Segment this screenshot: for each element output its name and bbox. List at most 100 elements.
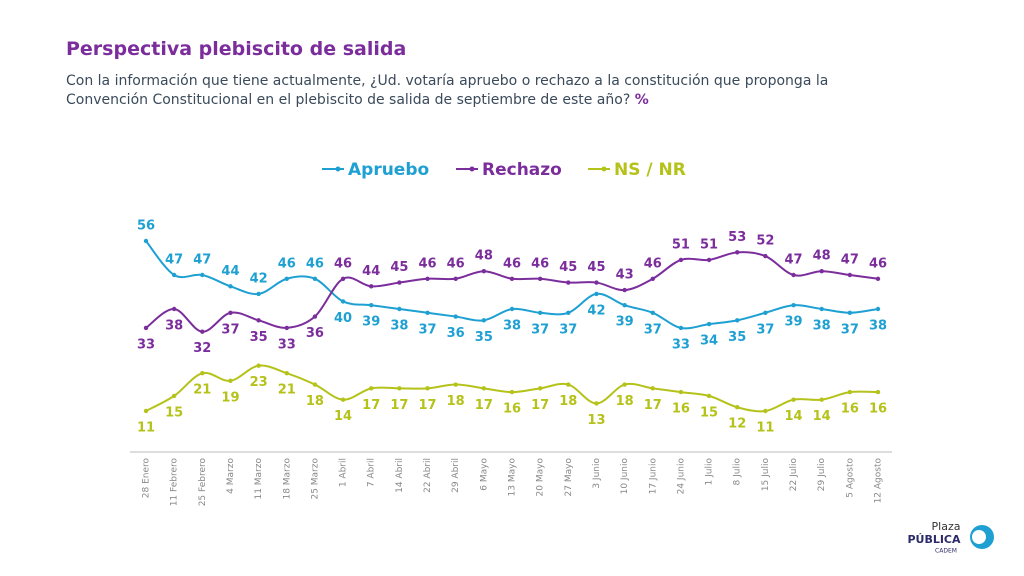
- point: [425, 276, 430, 281]
- point: [763, 310, 768, 315]
- point: [791, 397, 796, 402]
- value-label: 16: [841, 402, 859, 417]
- point: [819, 306, 824, 312]
- point: [706, 257, 712, 263]
- value-label: 45: [559, 260, 577, 275]
- legend-item: NS / NR: [588, 160, 686, 180]
- value-label: 33: [137, 337, 155, 352]
- x-tick-label: 10 Junio: [620, 458, 630, 495]
- value-label: 45: [390, 260, 408, 275]
- legend-dot: [335, 166, 341, 172]
- x-tick-label: 22 Julio: [789, 458, 799, 492]
- point: [594, 291, 599, 297]
- chart-title: Perspectiva plebiscito de salida: [66, 38, 407, 60]
- value-label: 47: [193, 253, 211, 268]
- value-label: 18: [559, 394, 577, 409]
- value-label: 37: [531, 322, 549, 337]
- x-tick-label: 11 Marzo: [254, 458, 264, 500]
- value-label: 42: [587, 303, 605, 318]
- point: [340, 276, 346, 281]
- point: [256, 291, 261, 297]
- point: [397, 386, 402, 391]
- legend-item: Rechazo: [456, 160, 562, 180]
- point: [481, 318, 487, 323]
- point: [312, 314, 318, 319]
- point: [875, 306, 881, 312]
- x-tick-label: 11 Febrero: [170, 458, 180, 507]
- value-label: 37: [644, 322, 662, 337]
- subtitle-text: Con la información que tiene actualmente…: [66, 73, 829, 108]
- value-label: 56: [137, 219, 155, 234]
- logo-text: Plaza: [932, 520, 961, 533]
- point: [622, 303, 627, 308]
- value-label: 46: [334, 256, 352, 271]
- x-tick-label: 15 Julio: [761, 458, 771, 492]
- point: [650, 310, 655, 315]
- value-label: 17: [390, 398, 408, 413]
- x-tick-label: 5 Agosto: [845, 458, 855, 498]
- chart-subtitle: Con la información que tiene actualmente…: [66, 72, 896, 110]
- value-label: 17: [531, 398, 549, 413]
- point: [369, 284, 374, 289]
- point: [594, 280, 599, 285]
- point: [312, 276, 318, 281]
- point: [143, 325, 149, 331]
- point: [847, 310, 853, 315]
- value-label: 46: [531, 256, 549, 271]
- point: [706, 321, 712, 327]
- value-label: 51: [700, 237, 718, 252]
- x-tick-label: 22 Abril: [423, 458, 433, 493]
- point: [369, 303, 374, 308]
- point: [735, 250, 740, 255]
- point: [566, 280, 571, 285]
- value-label: 13: [587, 413, 605, 428]
- value-label: 37: [418, 322, 436, 337]
- value-label: 17: [362, 398, 380, 413]
- legend-item: Apruebo: [322, 160, 429, 180]
- point: [650, 386, 655, 391]
- value-label: 35: [475, 330, 493, 345]
- point: [791, 303, 796, 308]
- point: [171, 393, 177, 399]
- value-label: 46: [644, 256, 662, 271]
- value-label: 32: [193, 341, 211, 356]
- value-label: 45: [587, 260, 605, 275]
- value-label: 46: [869, 256, 887, 271]
- point: [284, 325, 289, 331]
- x-tick-label: 29 Julio: [817, 458, 827, 492]
- value-label: 16: [869, 402, 887, 417]
- point: [678, 325, 684, 331]
- value-label: 51: [672, 237, 690, 252]
- value-label: 44: [221, 264, 239, 279]
- point: [819, 269, 824, 274]
- x-tick-label: 12 Agosto: [874, 458, 884, 504]
- value-label: 15: [165, 405, 183, 420]
- point: [566, 382, 571, 387]
- point: [763, 408, 768, 414]
- value-label: 47: [165, 253, 183, 268]
- logo-text: CADEM: [935, 548, 957, 555]
- value-label: 37: [756, 322, 774, 337]
- x-tick-label: 20 Mayo: [536, 458, 546, 497]
- legend-dot: [469, 166, 475, 172]
- value-label: 42: [250, 271, 268, 286]
- point: [200, 371, 205, 376]
- point: [228, 378, 233, 383]
- x-tick-label: 28 Enero: [142, 458, 152, 499]
- x-tick-label: 29 Abril: [451, 458, 461, 493]
- x-tick-label: 6 Mayo: [479, 458, 489, 491]
- point: [256, 318, 261, 323]
- point: [397, 280, 402, 285]
- point: [537, 386, 543, 391]
- point: [171, 306, 177, 312]
- point: [200, 272, 205, 278]
- value-label: 18: [306, 394, 324, 409]
- x-tick-label: 8 Julio: [733, 458, 743, 486]
- point: [228, 310, 233, 315]
- value-label: 14: [813, 409, 831, 424]
- point: [509, 306, 515, 312]
- value-label: 40: [334, 311, 352, 326]
- value-label: 18: [447, 394, 465, 409]
- value-label: 53: [728, 230, 746, 245]
- point: [453, 382, 458, 387]
